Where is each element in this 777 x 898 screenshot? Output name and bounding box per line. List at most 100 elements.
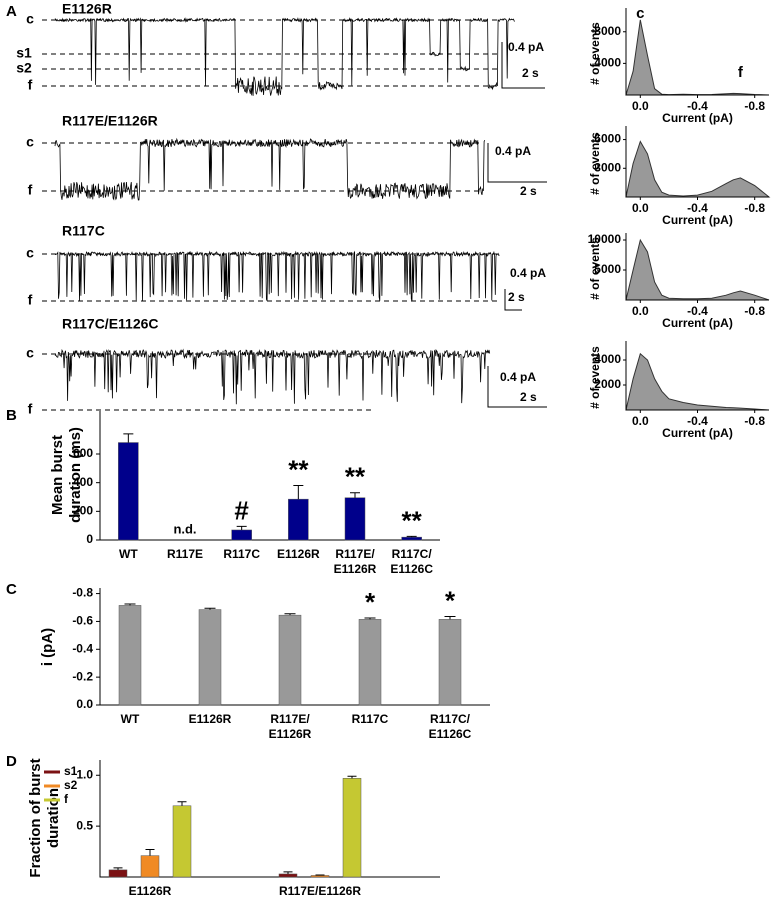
error-bar (113, 867, 123, 870)
error-bar (145, 849, 155, 856)
y-tick-label: -0.4 (72, 641, 93, 655)
x-tick-label: E1126R (269, 727, 312, 741)
x-tick-label: E1126R (334, 562, 377, 576)
y-tick-label: 8000 (594, 24, 621, 38)
x-tick-label: 0.0 (632, 99, 649, 113)
x-tick-label: -0.4 (687, 99, 708, 113)
axes (625, 8, 769, 96)
bar (118, 605, 142, 706)
bar (231, 529, 252, 541)
x-tick-label: R117E (167, 547, 203, 561)
y-tick-label: 4000 (594, 352, 621, 366)
scale-bar (504, 289, 522, 311)
y-axis-label: duration (45, 788, 62, 848)
y-tick-label: 5000 (594, 262, 621, 276)
x-tick-label: WT (121, 712, 140, 726)
x-tick-label: E1126C (390, 562, 433, 576)
bar (401, 536, 422, 541)
y-axis-label: # of events (588, 237, 602, 300)
x-tick-label: 0.0 (632, 304, 649, 318)
level-label: f (28, 77, 33, 93)
y-tick-label: 6000 (594, 132, 621, 146)
bar (342, 778, 362, 878)
error-bar (444, 616, 456, 620)
y-tick-label: 2000 (594, 377, 621, 391)
level-label: c (26, 134, 34, 150)
x-tick-label: -0.8 (744, 201, 765, 215)
y-tick-label: 10000 (588, 232, 622, 246)
error-bar (364, 617, 376, 620)
bar (118, 442, 139, 541)
level-label: c (26, 345, 34, 361)
axes (625, 233, 769, 301)
x-tick-label: E1126C (429, 727, 472, 741)
trace-title: E1126R (62, 1, 112, 17)
significance: n.d. (173, 521, 196, 536)
error-bar (124, 603, 136, 606)
bar (288, 498, 309, 541)
histogram-area (625, 19, 770, 96)
trace-title: R117E/E1126R (62, 113, 158, 129)
error-bar (177, 801, 187, 806)
histogram-area (625, 352, 770, 411)
y-axis-label: Mean burst (49, 435, 66, 515)
legend-label: s1 (64, 764, 78, 778)
bar (198, 609, 222, 706)
error-bar (315, 874, 325, 876)
x-tick-label: E1126R (189, 712, 232, 726)
bar (140, 855, 160, 878)
x-axis-label: Current (pA) (662, 111, 733, 125)
x-tick-label: 0.0 (632, 414, 649, 428)
bar (310, 875, 330, 878)
current-trace (54, 137, 486, 201)
level-label: s1 (16, 45, 32, 61)
axes (625, 341, 769, 411)
y-tick-label: 1.0 (76, 767, 93, 781)
y-tick-label: 0.5 (76, 818, 93, 832)
error-bar (284, 613, 296, 616)
significance: ** (288, 454, 309, 484)
x-tick-label: -0.4 (687, 201, 708, 215)
bar (438, 619, 462, 706)
y-tick-label: 600 (73, 446, 93, 460)
x-tick-label: -0.4 (687, 304, 708, 318)
y-tick-label: 0.0 (76, 697, 93, 711)
trace-title: R117C/E1126C (62, 316, 159, 332)
y-axis-label: duration (ms) (67, 427, 84, 523)
histogram-area (625, 238, 770, 301)
y-axis-label: Fraction of burst (27, 758, 44, 877)
y-tick-label: 4000 (594, 56, 621, 70)
x-tick-label: R117C/ (392, 547, 433, 561)
x-tick-label: -0.8 (744, 99, 765, 113)
scale-label: 0.4 pA (510, 266, 546, 280)
error-bar (236, 525, 247, 530)
y-axis-label: # of events (588, 346, 602, 409)
current-trace (54, 17, 516, 96)
x-axis-label: Current (pA) (662, 316, 733, 330)
error-bar (204, 607, 216, 610)
scale-label: 2 s (508, 290, 525, 304)
significance: * (445, 585, 456, 615)
peak-label: f (738, 64, 744, 81)
bar (172, 805, 192, 878)
x-tick-label: WT (119, 547, 138, 561)
y-tick-label: -0.2 (72, 669, 93, 683)
level-label: s2 (16, 60, 32, 76)
y-tick-label: -0.6 (72, 614, 93, 628)
x-tick-label: 0.0 (632, 201, 649, 215)
bar (344, 497, 366, 541)
y-tick-label: -0.8 (72, 586, 93, 600)
x-tick-label: R117C (352, 712, 389, 726)
scale-label: 0.4 pA (500, 370, 536, 384)
bar (108, 869, 128, 878)
bar (358, 619, 382, 706)
significance: # (234, 495, 249, 525)
scale-bar (501, 42, 545, 89)
panel-letter: C (6, 581, 17, 598)
scale-bar (487, 143, 547, 183)
legend-label: f (64, 792, 69, 806)
axes (625, 126, 769, 198)
y-axis-label: # of events (588, 22, 602, 85)
